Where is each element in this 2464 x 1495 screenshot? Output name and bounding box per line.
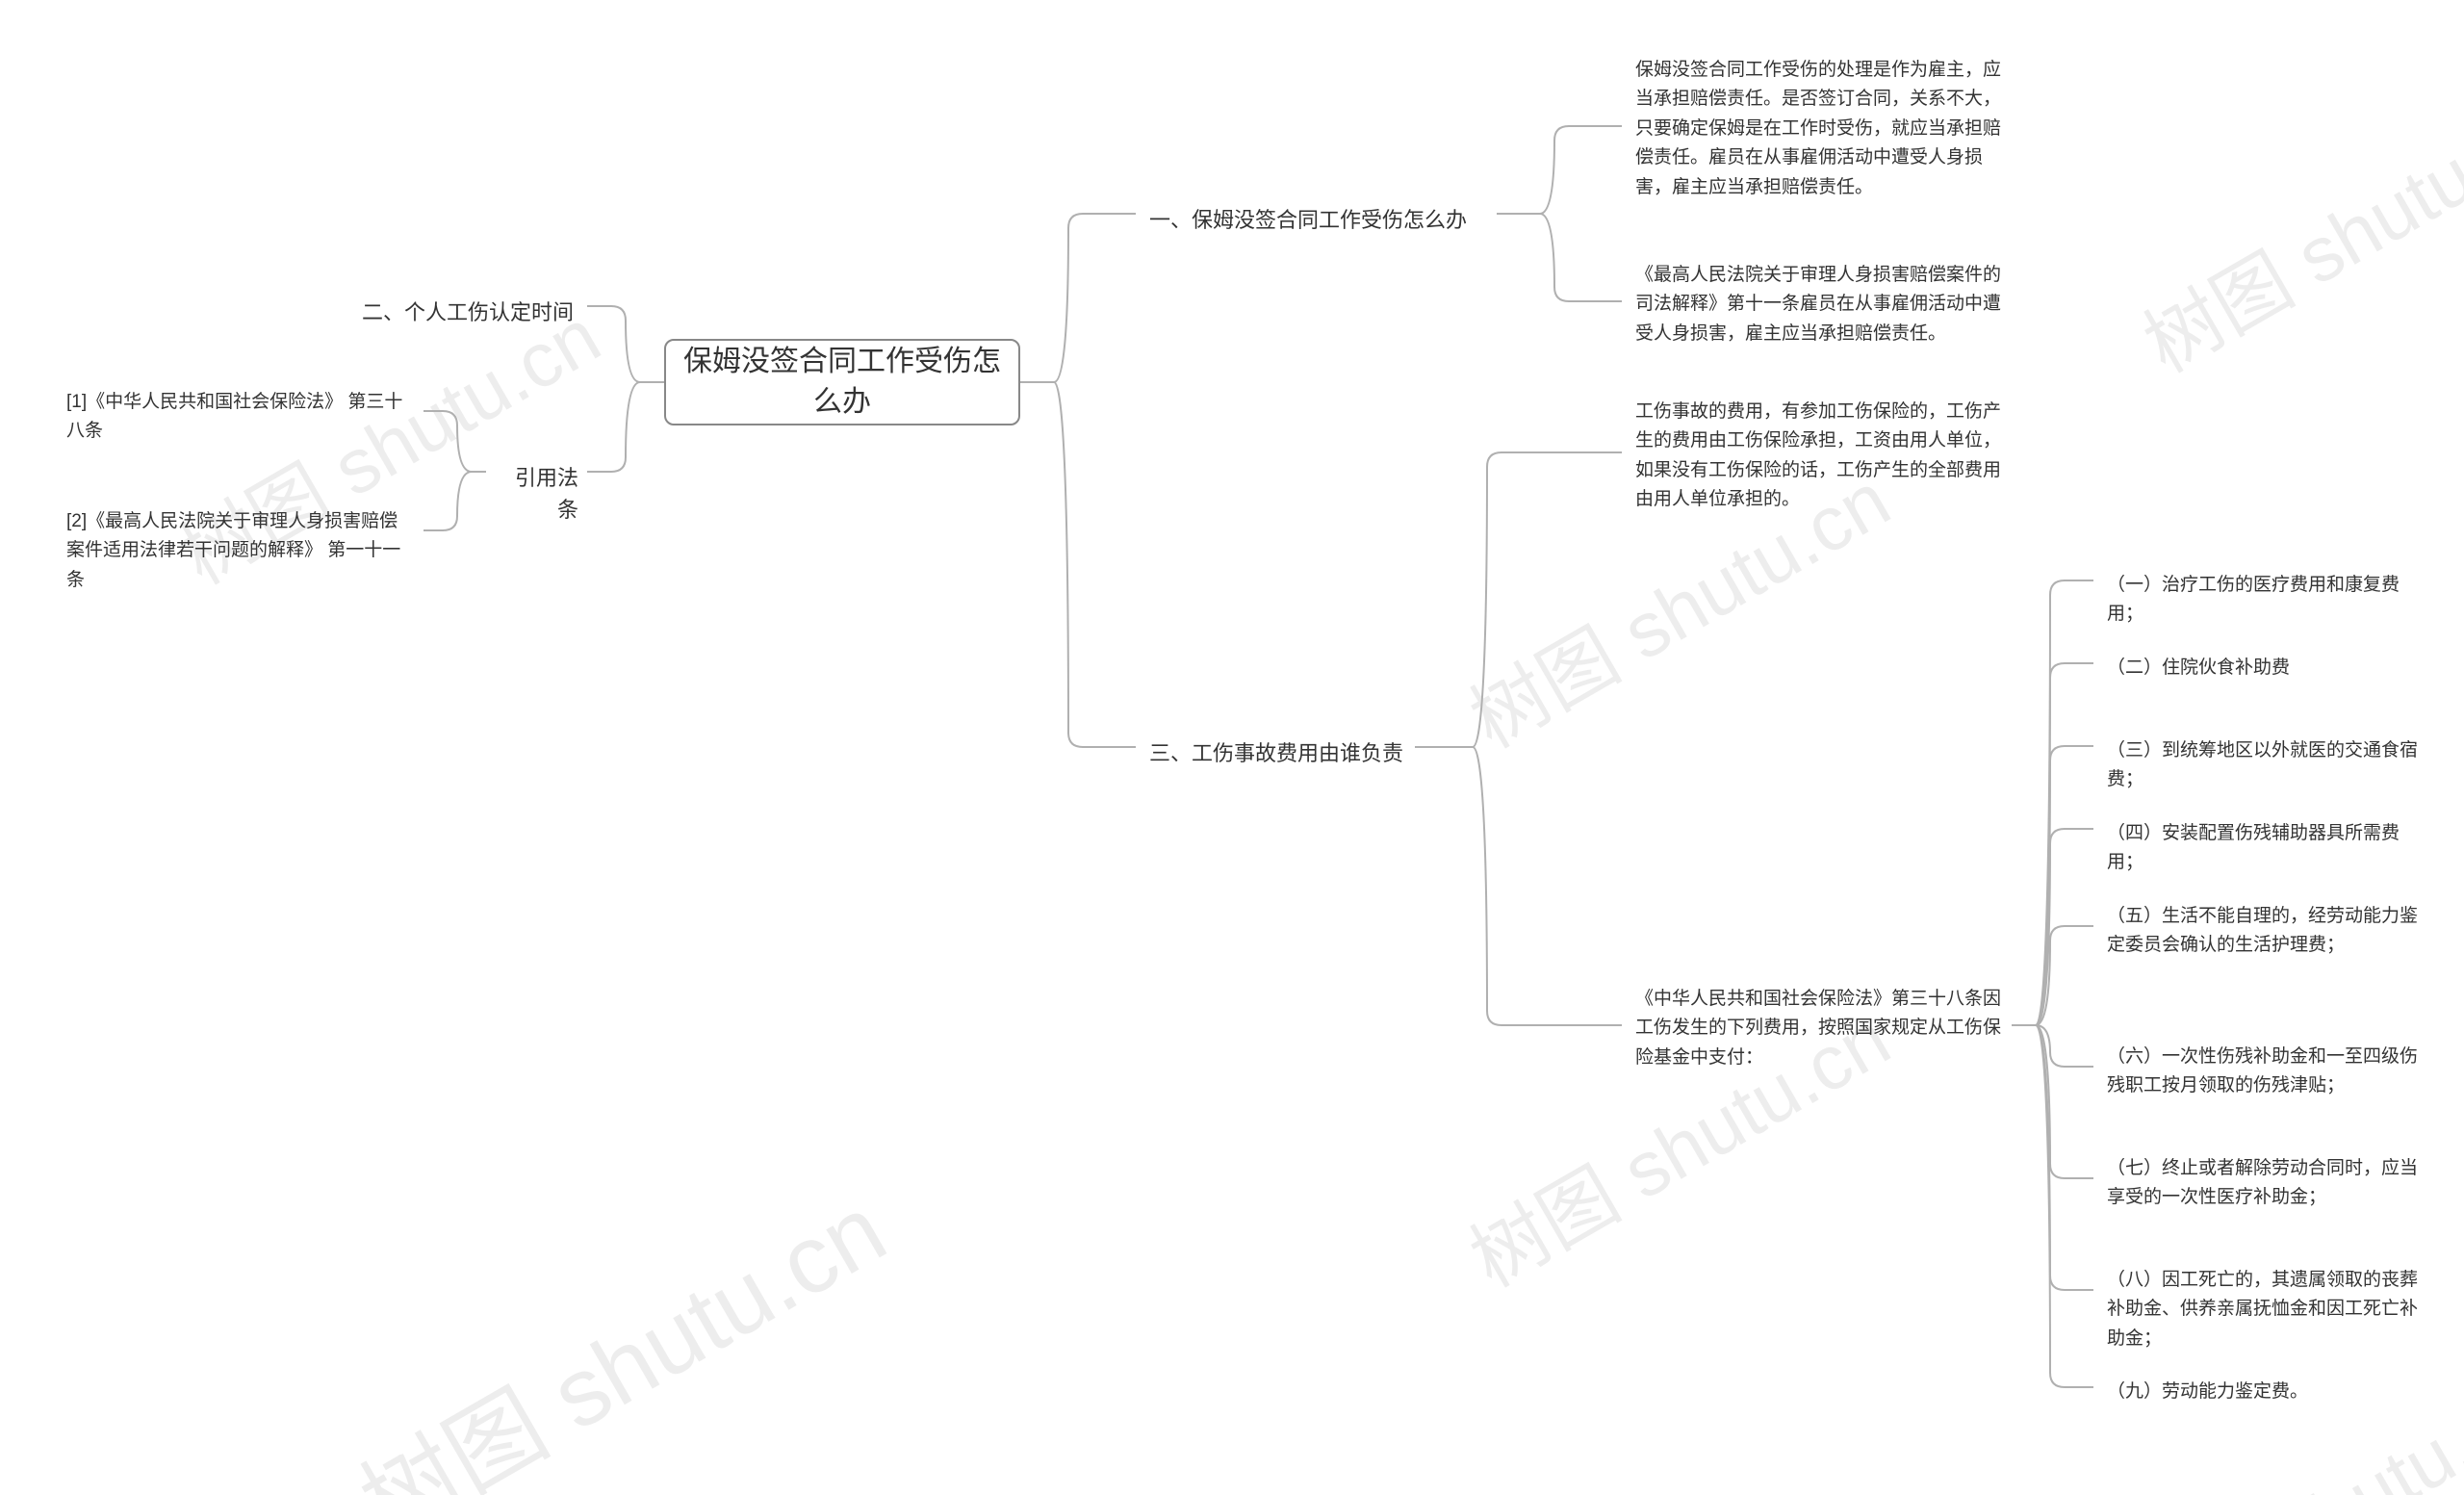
law-item-8: （八）因工死亡的，其遗属领取的丧葬补助金、供养亲属抚恤金和因工死亡补助金； [2093,1258,2440,1361]
watermark: 树图 shutu.cn [331,1153,906,1495]
section-1-para-1: 保姆没签合同工作受伤的处理是作为雇主，应当承担赔偿责任。是否签订合同，关系不大，… [1622,48,2016,210]
law-item-7: （七）终止或者解除劳动合同时，应当享受的一次性医疗补助金； [2093,1147,2440,1221]
law-item-9: （九）劳动能力鉴定费。 [2093,1370,2440,1414]
section-3-para-1: 工伤事故的费用，有参加工伤保险的，工伤产生的费用由工伤保险承担，工资由用人单位，… [1622,390,2016,523]
law-item-4: （四）安装配置伤残辅助器具所需费用； [2093,812,2440,886]
ref-item-1: [1]《中华人民共和国社会保险法》 第三十八条 [53,380,428,454]
law-item-2: （二）住院伙食补助费 [2093,646,2440,690]
law-item-1: （一）治疗工伤的医疗费用和康复费用； [2093,563,2440,637]
law-item-6: （六）一次性伤残补助金和一至四级伤残职工按月领取的伤残津贴； [2093,1035,2440,1109]
law-item-5: （五）生活不能自理的，经劳动能力鉴定委员会确认的生活护理费； [2093,894,2440,968]
section-3-law-label: 《中华人民共和国社会保险法》第三十八条因工伤发生的下列费用，按照国家规定从工伤保… [1622,977,2016,1080]
ref-item-2: [2]《最高人民法院关于审理人身损害赔偿案件适用法律若干问题的解释》 第一十一条 [53,500,428,603]
refs-label: 引用法条 [486,454,592,533]
root-node: 保姆没签合同工作受伤怎 么办 [664,339,1020,425]
watermark: 树图 shutu.cn [2120,64,2464,395]
section-3-label: 三、工伤事故费用由谁负责 [1136,730,1424,777]
section-2-label: 二、个人工伤认定时间 [346,289,587,336]
watermark: 树图 shutu.cn [2101,1345,2464,1495]
section-1-para-2: 《最高人民法院关于审理人身损害赔偿案件的司法解释》第十一条雇员在从事雇佣活动中遭… [1622,253,2016,356]
law-item-3: （三）到统筹地区以外就医的交通食宿费； [2093,729,2440,803]
section-1-label: 一、保姆没签合同工作受伤怎么办 [1136,196,1502,244]
